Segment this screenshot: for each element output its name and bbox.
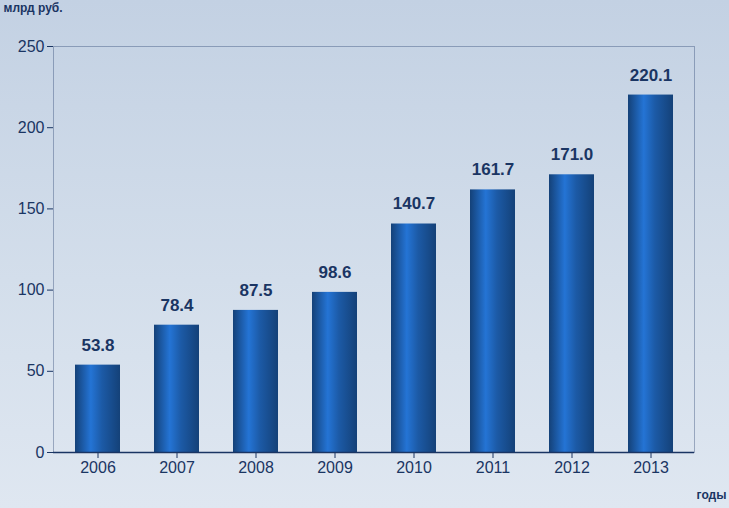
svg-text:2006: 2006	[80, 459, 116, 476]
svg-text:2009: 2009	[317, 459, 353, 476]
svg-text:78.4: 78.4	[160, 296, 194, 315]
svg-text:87.5: 87.5	[239, 281, 272, 300]
svg-text:млрд руб.: млрд руб.	[4, 1, 63, 15]
svg-text:2012: 2012	[554, 459, 590, 476]
svg-text:220.1: 220.1	[630, 65, 673, 84]
svg-text:53.8: 53.8	[81, 336, 114, 355]
svg-text:161.7: 161.7	[472, 160, 515, 179]
svg-text:годы: годы	[697, 488, 727, 502]
svg-text:50: 50	[27, 362, 45, 379]
svg-text:171.0: 171.0	[551, 145, 594, 164]
svg-text:140.7: 140.7	[393, 194, 436, 213]
svg-text:150: 150	[18, 200, 45, 217]
svg-text:100: 100	[18, 281, 45, 298]
svg-text:250: 250	[18, 38, 45, 55]
svg-text:2010: 2010	[396, 459, 432, 476]
svg-text:98.6: 98.6	[318, 263, 351, 282]
svg-text:2008: 2008	[238, 459, 274, 476]
svg-text:200: 200	[18, 119, 45, 136]
svg-text:2013: 2013	[633, 459, 669, 476]
svg-text:2011: 2011	[476, 459, 511, 476]
svg-text:2007: 2007	[159, 459, 195, 476]
svg-text:0: 0	[36, 444, 45, 461]
